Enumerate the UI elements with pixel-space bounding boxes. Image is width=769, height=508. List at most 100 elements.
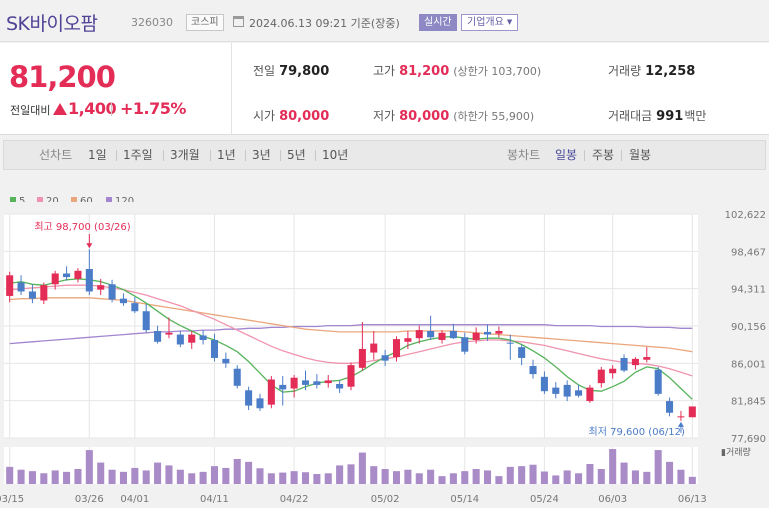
legend-ma20: 20 — [37, 196, 59, 207]
volume-bar — [563, 470, 571, 484]
candle-monthly[interactable]: 월봉 — [629, 148, 652, 162]
candle-body — [347, 365, 355, 387]
volume-bar — [279, 472, 287, 484]
volume-bar — [347, 464, 355, 484]
candle-body — [301, 380, 310, 385]
x-tick-label: 05/24 — [530, 494, 559, 505]
volume-bar — [415, 473, 423, 484]
candle-body — [233, 368, 241, 386]
candle-body — [63, 273, 71, 278]
x-tick-label: 03/26 — [75, 494, 104, 505]
volume-bar — [438, 476, 446, 484]
high-label: 고가 — [373, 64, 396, 78]
candle-body — [290, 377, 298, 389]
period-3y[interactable]: 3년 — [252, 148, 271, 162]
volume-bar — [370, 466, 378, 484]
x-tick-label: 04/11 — [200, 494, 229, 505]
volume-bar — [404, 469, 412, 484]
candle-body — [472, 332, 480, 340]
price-panel: 81,200 전일대비 1,400 +1.75% 전일 79,800 고가 81,2… — [0, 43, 769, 135]
candlestick-chart[interactable]: 102,622 98,467 94,311 90,156 86,001 81,845 77,… — [0, 190, 769, 508]
volume-label: 거래량 — [608, 64, 642, 78]
volume-bar — [233, 459, 241, 484]
base-time: 2024.06.13 09:21 기준(장중) — [249, 17, 400, 30]
volume-bar — [483, 470, 492, 484]
volume-bar — [381, 469, 389, 484]
period-1d[interactable]: 1일 — [88, 148, 107, 162]
prev-close-label: 전일 — [253, 64, 276, 78]
period-1y[interactable]: 1년 — [217, 148, 236, 162]
high-arrow-icon — [86, 243, 93, 249]
candle-body — [267, 379, 275, 405]
legend-swatch — [37, 197, 43, 203]
candle-body — [6, 275, 14, 296]
volume-bar — [6, 466, 14, 484]
chevron-down-icon: ▼ — [506, 18, 513, 26]
candle-body — [654, 369, 662, 394]
legend-swatch — [106, 197, 112, 203]
legend-label: 20 — [46, 196, 59, 207]
candle-body — [85, 269, 93, 292]
candle-body — [119, 298, 127, 304]
volume-bar — [552, 475, 560, 484]
candle-body — [461, 337, 469, 352]
candle-body — [40, 285, 48, 301]
candle-body — [620, 357, 628, 371]
candle-body — [188, 334, 196, 343]
volume-bar — [620, 462, 628, 484]
candle-weekly[interactable]: 주봉 — [592, 148, 615, 162]
volume-bar — [688, 476, 696, 484]
low-value: 80,000 — [399, 109, 450, 124]
company-info-label: 기업개요 — [467, 17, 504, 28]
candle-body — [108, 284, 116, 300]
divider — [111, 102, 112, 116]
x-tick-label: 04/01 — [120, 494, 149, 505]
lower-limit: (하한가 55,900) — [453, 110, 535, 123]
volume-bar — [74, 469, 82, 484]
volume-bar — [51, 470, 59, 484]
volume-bar — [40, 473, 48, 484]
high-annotation: 최고 98,700 (03/26) — [34, 221, 130, 233]
candle-body — [495, 330, 503, 334]
candle-body — [677, 416, 685, 418]
volume-bar — [256, 468, 264, 484]
candle-body — [313, 381, 321, 385]
candle-body — [597, 369, 605, 384]
open-value: 80,000 — [279, 109, 330, 124]
legend-ma120: 120 — [106, 196, 134, 207]
volume-bar — [267, 473, 275, 484]
stock-header: SK바이오팜 326030 코스피 2024.06.13 09:21 기준(장중… — [0, 0, 769, 42]
candle-body — [97, 285, 105, 290]
realtime-button[interactable]: 실시간 — [419, 14, 457, 31]
amount-unit: 백만 — [684, 109, 707, 123]
volume-bar — [677, 469, 685, 484]
candle-body — [575, 390, 583, 396]
period-1w[interactable]: 1주일 — [123, 148, 153, 162]
low-arrow-icon — [677, 421, 684, 427]
volume-bar — [97, 462, 105, 484]
x-tick-label: 06/13 — [678, 494, 707, 505]
up-triangle-icon — [53, 103, 67, 115]
x-tick-label: 06/03 — [598, 494, 627, 505]
candle-body — [245, 390, 253, 406]
period-3m[interactable]: 3개월 — [170, 148, 200, 162]
prev-close: 전일 79,800 — [253, 62, 329, 79]
candle-body — [666, 401, 674, 413]
low-annotation: 최저 79,600 (06/12) — [589, 426, 685, 438]
candle-body — [131, 303, 139, 312]
volume-bar — [222, 467, 230, 484]
company-info-dropdown[interactable]: 기업개요 ▼ — [461, 14, 519, 31]
volume-bar — [506, 466, 514, 484]
period-5y[interactable]: 5년 — [287, 148, 306, 162]
volume-value: 12,258 — [645, 64, 696, 79]
candle-body — [483, 331, 492, 335]
candle-body — [631, 358, 639, 366]
change-amount: 1,400 — [68, 99, 117, 118]
period-10y[interactable]: 10년 — [322, 148, 349, 162]
volume-bar — [461, 471, 469, 484]
candle-daily[interactable]: 일봉 — [555, 148, 578, 162]
candle-body — [506, 342, 514, 344]
y-tick-label: 86,001 — [731, 359, 766, 370]
candle-body — [529, 366, 537, 375]
candle-body — [370, 343, 378, 353]
